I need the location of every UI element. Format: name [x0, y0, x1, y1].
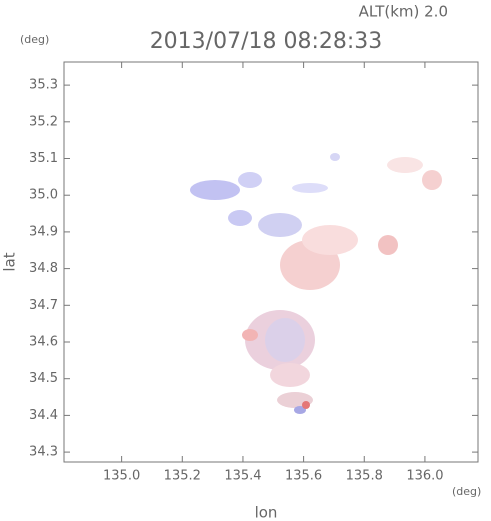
- y-tick-label: 34.4: [29, 408, 58, 423]
- y-tick-label: 34.6: [29, 335, 58, 350]
- x-tick-label: 135.4: [224, 469, 261, 484]
- y-tick-label: 34.7: [29, 298, 58, 313]
- x-axis-label: lon: [255, 504, 278, 521]
- x-tick-label: 136.0: [406, 469, 443, 484]
- x-tick-label: 135.6: [285, 469, 322, 484]
- y-tick-label: 35.1: [29, 151, 58, 166]
- y-tick-label: 34.9: [29, 224, 58, 239]
- x-tick-label: 135.8: [346, 469, 383, 484]
- plot-frame: [63, 61, 479, 463]
- y-unit: (deg): [20, 33, 49, 46]
- echo-field: [190, 153, 442, 414]
- y-axis-label: lat: [1, 252, 19, 271]
- y-tick-label: 34.8: [29, 261, 58, 276]
- y-tick-label: 34.3: [29, 445, 58, 460]
- y-tick-label: 35.2: [29, 114, 58, 129]
- chart-title: 2013/07/18 08:28:33: [150, 29, 383, 54]
- y-tick-label: 34.5: [29, 371, 58, 386]
- x-unit: (deg): [452, 485, 481, 498]
- y-tick-label: 35.0: [29, 188, 58, 203]
- y-tick-label: 35.3: [29, 78, 58, 93]
- altitude-label: ALT(km) 2.0: [359, 3, 448, 21]
- x-tick-label: 135.2: [164, 469, 201, 484]
- x-tick-label: 135.0: [103, 469, 140, 484]
